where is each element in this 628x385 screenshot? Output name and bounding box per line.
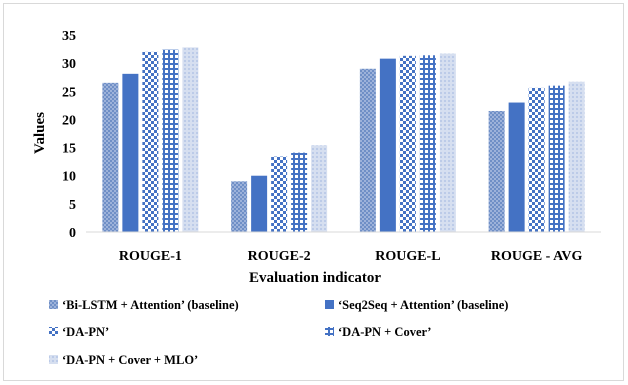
y-tick-label: 30	[62, 57, 76, 72]
y-tick-label: 10	[62, 170, 76, 185]
legend: ‘Bi-LSTM + Attention’ (baseline) ‘Seq2Seq…	[49, 298, 508, 367]
legend-swatch	[49, 300, 58, 309]
bar	[162, 49, 179, 233]
bar	[231, 181, 248, 232]
bar	[528, 87, 545, 232]
bar-chart: Values Evaluation indicator 0 5 10 15 20 25 30…	[32, 29, 601, 367]
chart-frame: Values Evaluation indicator 0 5 10 15 20 25 30…	[3, 3, 624, 381]
bar	[399, 55, 416, 232]
bar	[291, 152, 308, 232]
bar	[548, 85, 565, 233]
legend-swatch	[325, 300, 334, 309]
bar	[102, 82, 119, 232]
bar	[439, 53, 456, 233]
bar	[419, 55, 436, 233]
y-axis-title: Values	[32, 112, 48, 154]
legend-label: ‘DA-PN’	[62, 325, 109, 339]
y-tick-label: 35	[62, 29, 76, 44]
x-axis-title: Evaluation indicator	[249, 270, 381, 286]
legend-label: ‘Seq2Seq + Attention’ (baseline)	[338, 298, 508, 312]
legend-label: ‘DA-PN + Cover’	[338, 325, 431, 339]
y-tick-label: 0	[69, 226, 76, 241]
bar	[271, 156, 288, 232]
legend-label: ‘Bi-LSTM + Attention’ (baseline)	[62, 298, 239, 312]
x-axis-ticks: ROUGE-1 ROUGE-2 ROUGE-L ROUGE - AVG	[119, 249, 583, 264]
x-tick-label: ROUGE - AVG	[491, 249, 583, 264]
bar	[379, 58, 396, 232]
y-tick-label: 20	[62, 113, 76, 128]
bar	[122, 73, 139, 232]
y-tick-label: 25	[62, 85, 76, 100]
legend-swatch	[49, 355, 58, 364]
bars	[102, 47, 585, 233]
legend-swatch	[325, 327, 334, 336]
legend-swatch	[49, 327, 58, 336]
x-tick-label: ROUGE-L	[375, 249, 440, 264]
bar	[568, 81, 585, 233]
bar	[311, 145, 328, 232]
bar	[488, 110, 505, 232]
y-axis-ticks: 0 5 10 15 20 25 30 35	[62, 29, 76, 241]
y-tick-label: 5	[69, 198, 76, 213]
bar	[182, 47, 199, 232]
x-tick-label: ROUGE-1	[119, 249, 182, 264]
y-tick-label: 15	[62, 142, 76, 157]
bar	[359, 68, 376, 233]
x-tick-label: ROUGE-2	[248, 249, 311, 264]
bar	[251, 175, 268, 232]
bar	[142, 51, 159, 233]
legend-label: ‘DA-PN + Cover + MLO’	[62, 353, 198, 367]
bar	[508, 102, 525, 233]
